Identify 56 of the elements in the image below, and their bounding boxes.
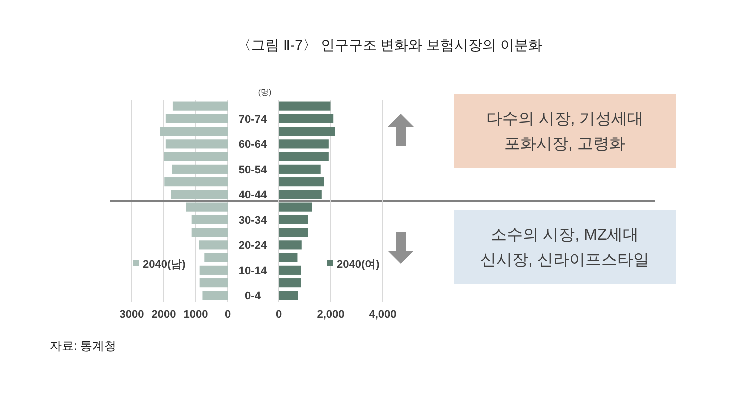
x-tick-label: 2000: [152, 309, 176, 321]
y-tick-label: 0-4: [245, 290, 262, 303]
bar: [202, 291, 228, 300]
text: 〈그림 Ⅱ-7〉 인구구조 변화와 보험시장의 이분화: [238, 37, 542, 53]
bar: [279, 114, 334, 124]
bar: [279, 127, 336, 136]
text: 소수의 시장, MZ세대: [490, 227, 640, 244]
bar: [279, 190, 322, 200]
bar: [164, 178, 228, 187]
bar: [172, 164, 228, 174]
y-tick-label: 70-74: [238, 114, 268, 126]
text: 다수의 시장, 기성세대: [486, 111, 644, 128]
text: 자료: 통계청: [50, 339, 117, 353]
y-tick-label: 40-44: [238, 190, 268, 202]
bar: [279, 240, 302, 250]
bar: [172, 102, 228, 111]
bar: [279, 278, 302, 288]
y-tick-label: 10-14: [238, 265, 268, 278]
bar: [171, 190, 228, 200]
bar: [199, 240, 228, 250]
bar: [279, 140, 329, 149]
bar: [279, 253, 298, 262]
y-tick-label: 30-34: [238, 214, 268, 227]
bar: [279, 215, 308, 224]
bar: [160, 127, 228, 136]
x-tick-label: 0: [224, 309, 232, 321]
bar: [192, 228, 228, 238]
bar: [279, 266, 302, 275]
legend-label: 2040(남): [143, 259, 186, 271]
bar: [192, 215, 228, 224]
x-tick-label: 4,000: [369, 309, 397, 321]
bar: [279, 178, 324, 187]
bar: [166, 114, 228, 124]
text: 포화시장, 고령화: [504, 136, 626, 153]
text: 신시장, 신라이프스타일: [480, 252, 650, 269]
bar: [186, 202, 228, 212]
legend-label: 2040(여): [337, 259, 380, 271]
bar: [279, 291, 298, 300]
bar: [204, 253, 228, 262]
x-tick-label: 2,000: [317, 309, 345, 321]
bar: [279, 202, 312, 212]
bar: [164, 152, 228, 162]
x-tick-label: 3000: [120, 309, 144, 321]
text: (명): [258, 88, 272, 97]
bar: [279, 164, 321, 174]
bar: [200, 266, 228, 275]
x-tick-label: 1000: [184, 309, 208, 321]
y-tick-label: 60-64: [238, 139, 268, 152]
bar: [279, 152, 329, 162]
y-tick-label: 50-54: [238, 164, 268, 176]
bar: [279, 102, 331, 111]
bar: [166, 140, 228, 149]
y-tick-label: 20-24: [238, 240, 268, 252]
bar: [200, 278, 228, 288]
x-tick-label: 0: [276, 309, 282, 321]
bar: [279, 228, 308, 238]
